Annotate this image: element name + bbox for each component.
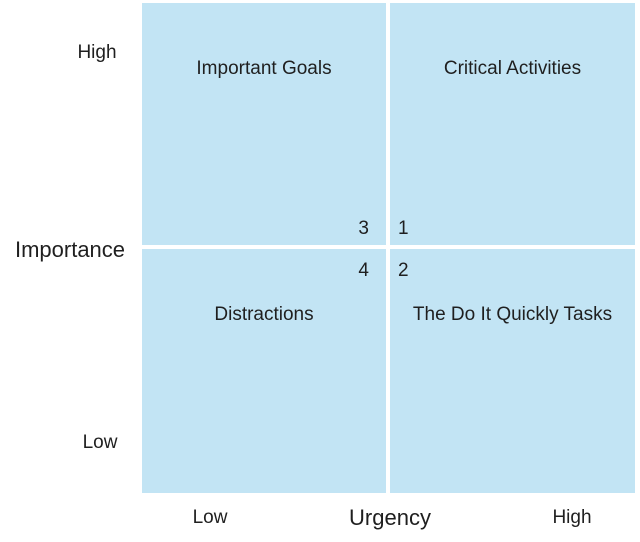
quadrant-number-3: 3 (358, 218, 369, 239)
quadrant-number-2: 2 (398, 260, 409, 281)
y-axis-title: Importance (14, 237, 126, 262)
quadrant-title-important-goals: Important Goals (196, 58, 332, 79)
quadrant-title-critical-activities: Critical Activities (443, 58, 582, 79)
quadrant-number-4: 4 (358, 260, 369, 281)
y-axis-tick-high: High (77, 42, 117, 63)
y-axis-tick-low: Low (82, 432, 118, 453)
quadrant-important-goals: Important Goals 3 (142, 3, 386, 245)
matrix-grid: Important Goals 3 Critical Activities 1 … (142, 3, 635, 493)
x-axis-tick-low: Low (192, 507, 228, 528)
quadrant-title-do-it-quickly-tasks: The Do It Quickly Tasks (412, 304, 613, 325)
quadrant-distractions: Distractions 4 (142, 249, 386, 493)
quadrant-number-1: 1 (398, 218, 409, 239)
quadrant-do-it-quickly-tasks: The Do It Quickly Tasks 2 (390, 249, 635, 493)
x-axis-title: Urgency (349, 505, 431, 530)
quadrant-title-distractions: Distractions (214, 304, 314, 325)
x-axis-tick-high: High (552, 507, 592, 528)
quadrant-critical-activities: Critical Activities 1 (390, 3, 635, 245)
